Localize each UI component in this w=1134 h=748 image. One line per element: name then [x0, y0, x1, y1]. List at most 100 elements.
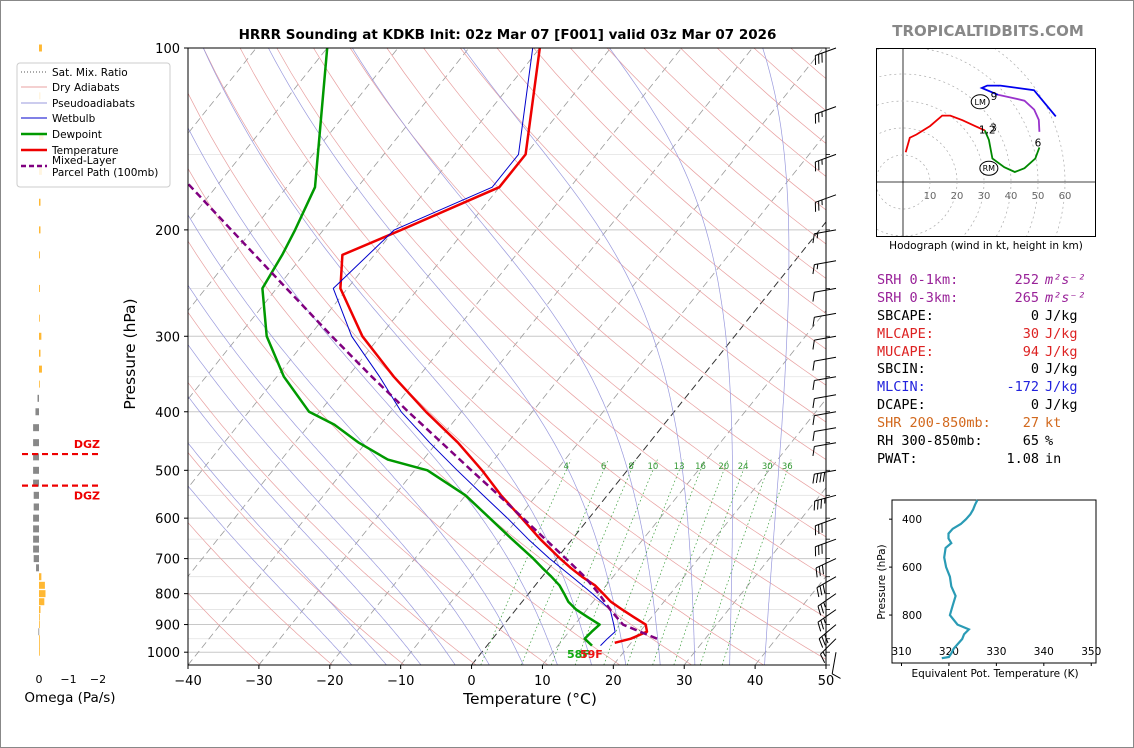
index-label: MLCIN: [877, 379, 926, 396]
moist-adiabat-line [202, 48, 592, 665]
mixing-ratio-line [480, 459, 572, 665]
omega-bar [39, 635, 40, 643]
indices-panel: SRH 0-1km: 252 m²s⁻² SRH 0-3km: 265 m²s⁻² SBCA… [877, 272, 1127, 469]
index-unit: J/kg [1045, 397, 1078, 414]
omega-bar [39, 332, 42, 340]
index-unit: J/kg [1045, 325, 1078, 342]
skewt-ylabel: Pressure (hPa) [121, 298, 139, 410]
omega-xlabel: Omega (Pa/s) [24, 690, 116, 706]
dry-adiabat-line [313, 48, 826, 538]
mixing-ratio-line [550, 459, 636, 665]
omega-tick-label: −2 [90, 673, 106, 686]
index-label: SHR 200-850mb: [877, 415, 991, 432]
omega-tick-label: 0 [36, 673, 43, 686]
dry-adiabat-line [460, 48, 826, 386]
wind-barb [814, 517, 837, 536]
omega-bar [39, 642, 40, 650]
wind-barb [814, 194, 837, 212]
dry-adiabat-line [188, 381, 477, 665]
wind-barb [817, 609, 837, 632]
hodo-ring-label: 50 [1032, 191, 1045, 202]
mixing-ratio-line [574, 459, 658, 665]
hodograph-caption: Hodograph (wind in kt, height in km) [889, 240, 1083, 252]
hodo-ring [876, 127, 958, 237]
wind-barb [812, 427, 837, 441]
dry-adiabat-line [188, 451, 405, 665]
index-row: DCAPE: 0 J/kg [877, 397, 1127, 415]
omega-tick-label: −1 [60, 673, 76, 686]
index-unit: J/kg [1045, 307, 1078, 324]
dgz-label: DGZ [74, 438, 100, 451]
theta-y-tick-label: 400 [902, 514, 922, 526]
storm-motion-label: LM [975, 98, 986, 107]
x-tick-label: −30 [245, 674, 272, 689]
storm-motion-marker [970, 94, 990, 110]
index-unit: in [1045, 450, 1062, 467]
index-label: SRH 0-1km: [877, 272, 959, 288]
y-tick-label: 600 [155, 512, 180, 527]
wind-barb [814, 153, 837, 172]
index-label: PWAT: [877, 450, 918, 467]
moist-adiabat-line [188, 284, 490, 665]
index-value: 0 [1030, 361, 1039, 378]
wind-barb [815, 558, 837, 578]
moist-adiabat-line [188, 485, 353, 665]
omega-bar [33, 555, 39, 563]
x-tick-label: 20 [605, 674, 622, 689]
x-tick-label: 50 [818, 674, 835, 689]
omega-bar [39, 573, 42, 581]
x-tick-label: −20 [316, 674, 343, 689]
omega-bar [39, 198, 41, 206]
mixing-ratio-label: 20 [718, 462, 729, 472]
mixing-ratio-label: 13 [674, 462, 685, 472]
y-tick-label: 900 [155, 619, 180, 634]
dry-adiabat-line [188, 92, 764, 665]
omega-bar [39, 349, 41, 357]
dgz-label: DGZ [74, 490, 100, 503]
index-value: 1.08 [1006, 450, 1039, 467]
legend-box [16, 62, 171, 188]
wind-barb [817, 593, 837, 616]
index-row: MUCAPE: 94 J/kg [877, 344, 1127, 362]
index-unit: % [1045, 433, 1054, 450]
omega-bar [39, 226, 41, 234]
hodo-ring-label: 20 [951, 191, 964, 202]
index-row: SHR 200-850mb: 27 kt [877, 415, 1127, 433]
wind-barb [816, 576, 837, 598]
theta-x-tick-label: 340 [1034, 646, 1054, 658]
mixing-ratio-label: 16 [695, 462, 706, 472]
index-value: 252 [1014, 272, 1039, 288]
omega-bar [33, 479, 39, 487]
dry-adiabat-line [188, 592, 261, 665]
omega-bar [39, 621, 40, 629]
omega-bar [33, 525, 39, 533]
x-tick-label: −40 [174, 674, 201, 689]
hodo-ring [876, 48, 1039, 237]
dry-adiabat-line [188, 311, 549, 665]
omega-bar [39, 44, 42, 52]
page-title: HRRR Sounding at KDKB Init: 02z Mar 07 [… [238, 27, 777, 43]
y-tick-label: 400 [155, 406, 180, 421]
dry-adiabat-line [386, 48, 826, 461]
wind-barb [814, 106, 837, 124]
y-tick-label: 1000 [147, 646, 180, 661]
omega-bar [39, 380, 40, 388]
omega-bar [39, 581, 45, 589]
wind-barb [831, 652, 841, 679]
index-row: MLCAPE: 30 J/kg [877, 326, 1127, 344]
index-unit: J/kg [1045, 361, 1078, 378]
omega-bar [39, 365, 42, 373]
profile-mixed-layer-parcel-path-100mb- [188, 181, 658, 640]
omega-bar [33, 503, 39, 511]
dry-adiabat-line [239, 48, 826, 619]
dry-adiabat-line [188, 522, 333, 665]
hodo-ring [993, 48, 1066, 237]
y-tick-label: 500 [155, 464, 180, 479]
index-label: MLCAPE: [877, 325, 934, 342]
moist-adiabat-line [609, 48, 733, 665]
omega-bar [38, 628, 40, 636]
legend-label: Pseudoadiabats [52, 98, 135, 110]
hodo-trace [904, 114, 986, 153]
y-tick-label: 700 [155, 553, 180, 568]
